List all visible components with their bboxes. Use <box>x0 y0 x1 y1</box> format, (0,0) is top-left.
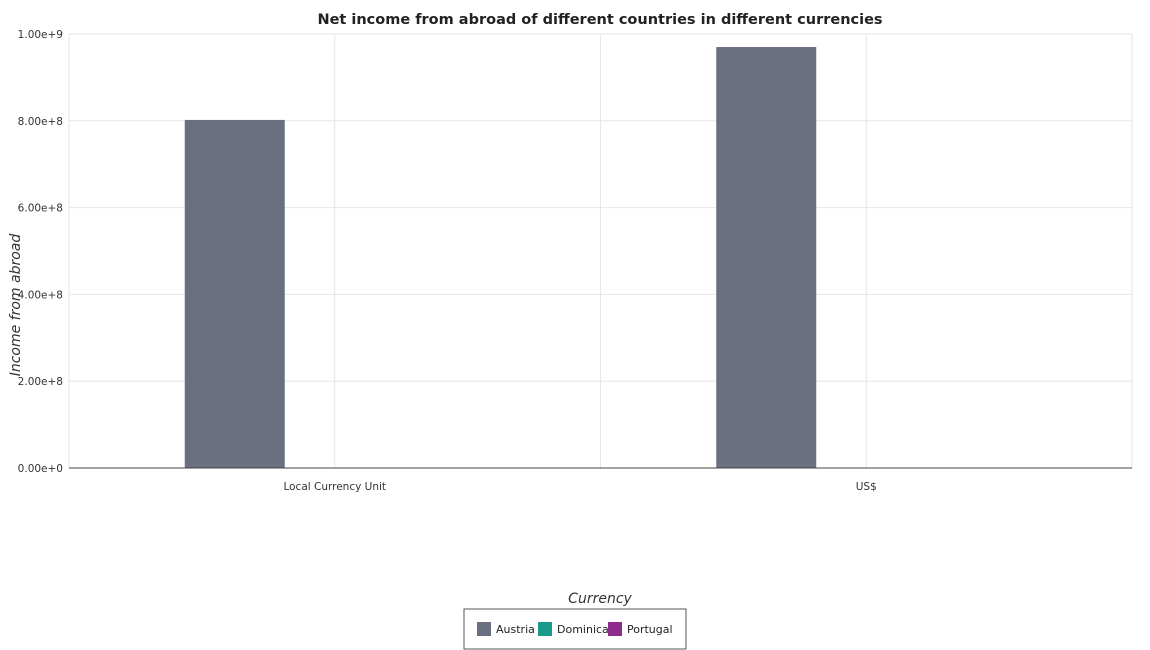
y-tick-label: 4.00e+8 <box>18 289 63 301</box>
legend-box <box>463 608 687 650</box>
x-axis-label: Currency <box>568 591 632 607</box>
y-tick-label: 8.00e+8 <box>18 116 63 128</box>
y-axis-ticks: 0.00e+0 2.00e+8 4.00e+8 6.00e+8 8.00e+8 1.00e… <box>18 29 63 475</box>
bar-austria-1 <box>716 47 817 469</box>
x-tick-label: Local Currency Unit <box>283 481 386 493</box>
legend-label-dominica: Dominica <box>557 623 609 636</box>
y-tick-label: 2.00e+8 <box>18 376 63 388</box>
x-axis-ticks: Local Currency Unit US$ <box>283 481 876 493</box>
legend-label-austria: Austria <box>496 623 535 636</box>
bar-austria-0 <box>184 119 285 468</box>
legend-label-portugal: Portugal <box>627 623 673 636</box>
y-tick-label: 1.00e+9 <box>18 29 63 41</box>
y-tick-label: 0.00e+0 <box>18 463 63 475</box>
chart-title: Net income from abroad of different coun… <box>317 12 882 28</box>
y-axis-label: Income from abroad <box>8 234 24 377</box>
x-tick-label: US$ <box>856 481 877 493</box>
legend: Austria Dominica Portugal <box>463 608 687 650</box>
legend-swatch-austria <box>477 622 491 636</box>
y-tick-label: 6.00e+8 <box>18 203 63 215</box>
legend-swatch-dominica <box>538 622 552 636</box>
legend-swatch-portugal <box>608 622 622 636</box>
plot-area <box>69 47 1132 469</box>
